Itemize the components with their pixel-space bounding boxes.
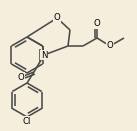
Text: N: N (41, 50, 47, 59)
Text: O: O (107, 42, 113, 50)
Text: O: O (94, 20, 100, 29)
Text: Cl: Cl (23, 116, 31, 125)
Text: O: O (18, 72, 24, 81)
Text: O: O (54, 13, 60, 23)
